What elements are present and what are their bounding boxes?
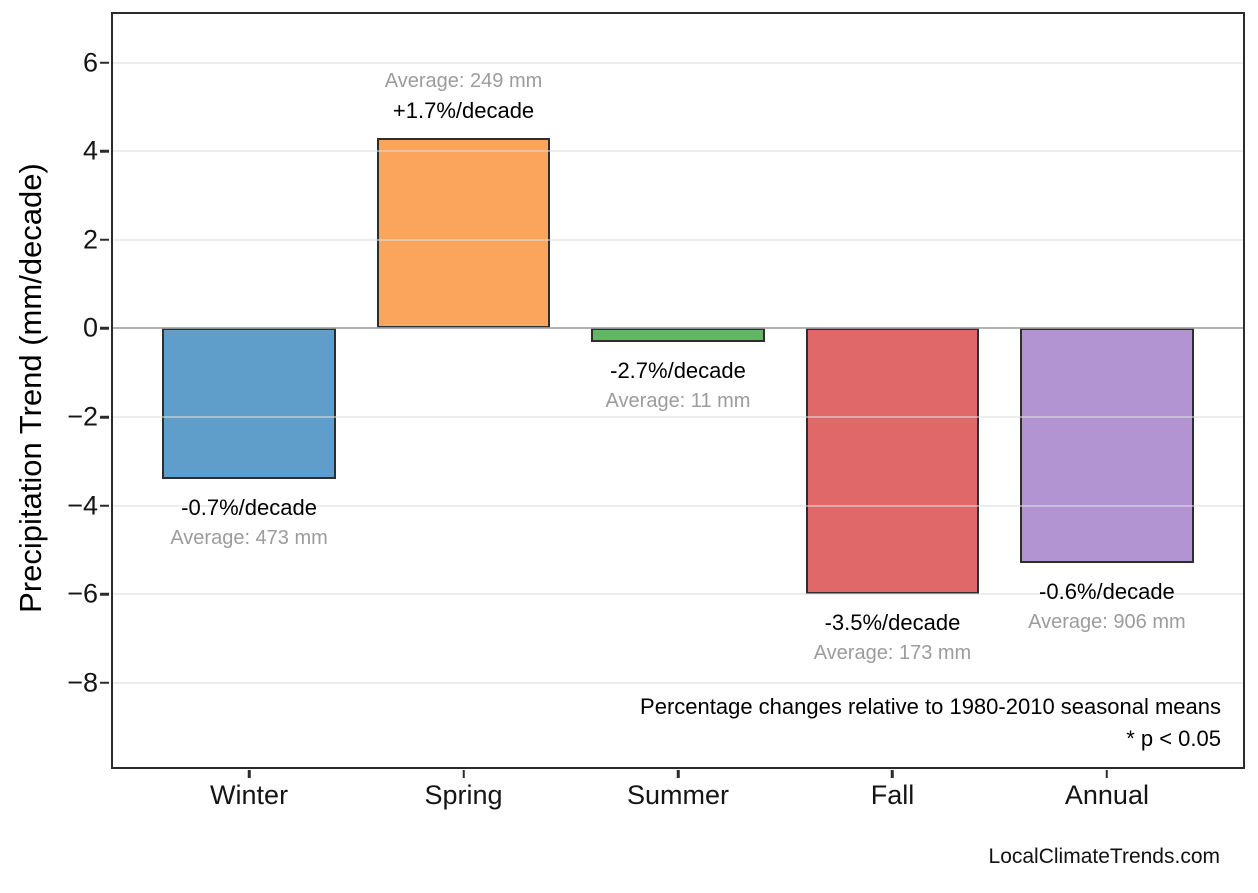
bar-labels-winter: -0.7%/decade Average: 473 mm: [170, 493, 328, 553]
x-tick-mark-annual: [1105, 769, 1109, 778]
y-axis-title: Precipitation Trend (mm/decade): [13, 163, 48, 613]
y-tick-label-4: 4: [82, 135, 98, 166]
bar-average-label-winter: Average: 473 mm: [170, 527, 328, 550]
bar-fall: [805, 328, 980, 595]
y-tick-mark-2: [100, 238, 109, 242]
y-tick-mark--4: [100, 504, 109, 507]
x-tick-label-spring: Spring: [424, 780, 503, 810]
footnote-line-2: * p < 0.05: [1126, 726, 1221, 751]
footnote: Percentage changes relative to 1980-2010…: [640, 691, 1221, 755]
y-tick-mark-4: [100, 150, 109, 153]
x-tick-mark-summer: [676, 769, 680, 778]
bar-labels-summer: -2.7%/decade Average: 11 mm: [606, 356, 751, 416]
bar-average-label-spring: Average: 249 mm: [384, 70, 543, 93]
y-tick-label-0: 0: [82, 312, 98, 343]
bar-average-label-fall: Average: 173 mm: [813, 642, 972, 665]
gridline-y-6: [113, 61, 1243, 64]
y-tick-mark-6: [100, 61, 109, 64]
x-tick-label-fall: Fall: [870, 780, 915, 810]
bar-average-label-summer: Average: 11 mm: [605, 389, 751, 412]
y-tick-label-2: 2: [82, 224, 98, 255]
x-tick-label-winter: Winter: [210, 780, 289, 810]
y-tick-label--8: −8: [67, 667, 98, 698]
watermark: LocalClimateTrends.com: [988, 845, 1220, 868]
bar-labels-fall: -3.5%/decade Average: 173 mm: [814, 608, 972, 668]
bar-labels-spring: Average: 249 mm +1.7%/decade: [385, 66, 543, 126]
bar-value-label-winter: -0.7%/decade: [181, 495, 317, 521]
x-tick-label-annual: Annual: [1064, 780, 1149, 810]
y-tick-label--4: −4: [67, 490, 98, 521]
y-tick-mark--6: [100, 593, 109, 596]
bar-winter: [162, 328, 336, 480]
gridline-y-4: [113, 150, 1243, 153]
plot-area: Percentage changes relative to 1980-2010…: [67, 12, 1245, 810]
y-tick-label--2: −2: [67, 401, 98, 432]
y-tick-mark-0: [100, 327, 109, 330]
bar-summer: [591, 328, 765, 342]
bar-average-label-annual: Average: 906 mm: [1028, 611, 1186, 634]
bar-spring: [376, 138, 551, 329]
y-tick-mark--8: [100, 681, 109, 685]
y-tick-label--6: −6: [67, 578, 98, 609]
bar-value-label-annual: -0.6%/decade: [1039, 579, 1175, 605]
footnote-line-1: Percentage changes relative to 1980-2010…: [640, 694, 1221, 719]
gridline-y--8: [113, 681, 1243, 684]
x-tick-mark-spring: [462, 769, 465, 778]
bar-value-label-fall: -3.5%/decade: [824, 610, 961, 636]
y-tick-mark--2: [100, 415, 109, 419]
bar-labels-annual: -0.6%/decade Average: 906 mm: [1028, 577, 1186, 637]
bar-value-label-spring: +1.7%/decade: [392, 98, 535, 124]
y-tick-label-6: 6: [82, 47, 98, 78]
bar-annual: [1020, 328, 1194, 564]
x-tick-mark-fall: [891, 769, 894, 778]
gridline-y-2: [113, 238, 1243, 241]
x-tick-mark-winter: [247, 769, 251, 778]
x-tick-label-summer: Summer: [626, 780, 730, 810]
bar-value-label-summer: -2.7%/decade: [610, 357, 746, 383]
